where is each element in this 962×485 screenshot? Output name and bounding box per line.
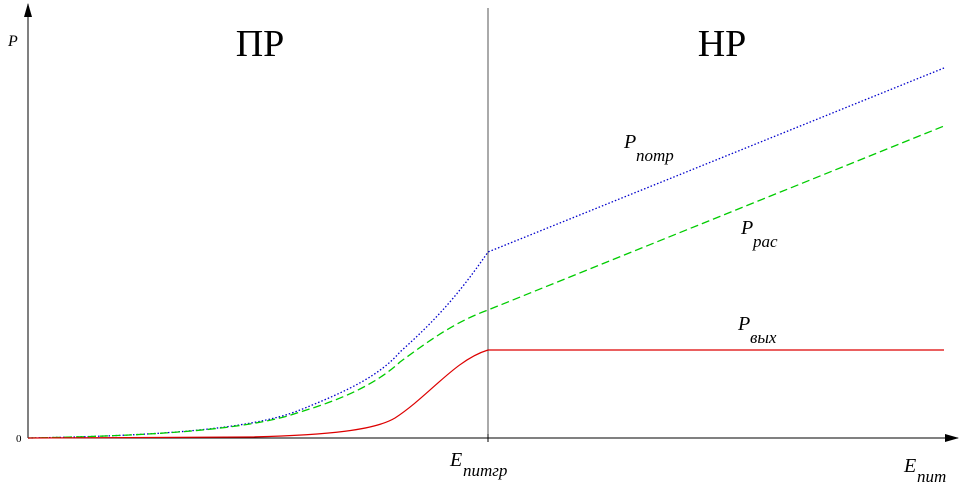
origin-label: 0	[16, 433, 22, 445]
curve-potr	[27, 67, 945, 439]
curve-label: P	[623, 131, 636, 153]
region-label: НР	[698, 23, 747, 65]
curve-subscript: вых	[750, 328, 777, 347]
curve-label: P	[740, 217, 753, 239]
marker-label: E	[903, 455, 916, 477]
marker-label: E	[449, 449, 462, 471]
marker-subscript: пит	[917, 467, 946, 485]
marker-subscript: питгр	[463, 461, 507, 480]
curve-ras	[27, 125, 945, 439]
curve-subscript: потр	[636, 146, 674, 165]
curve-vyh	[27, 349, 944, 439]
curve-label: P	[737, 313, 750, 335]
curve-subscript: рас	[752, 232, 778, 251]
y-label: P	[7, 33, 18, 50]
region-label: ПР	[236, 23, 285, 65]
